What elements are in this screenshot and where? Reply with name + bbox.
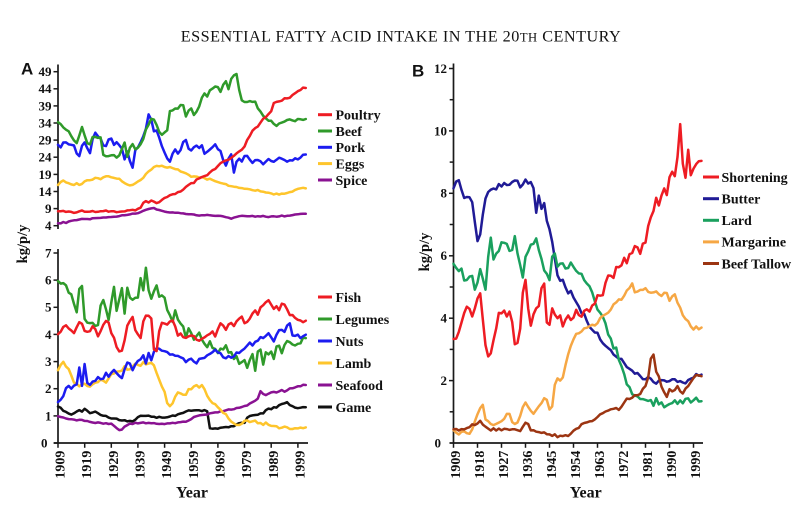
svg-text:Eggs: Eggs — [336, 157, 365, 172]
svg-text:1919: 1919 — [80, 451, 95, 479]
svg-text:8: 8 — [441, 186, 448, 201]
svg-text:1989: 1989 — [267, 451, 282, 479]
svg-text:1909: 1909 — [449, 451, 464, 479]
svg-text:1979: 1979 — [240, 451, 255, 479]
svg-text:10: 10 — [434, 123, 447, 138]
svg-text:1: 1 — [45, 408, 52, 423]
svg-text:9: 9 — [45, 201, 52, 216]
svg-text:1999: 1999 — [689, 451, 704, 479]
svg-text:Lamb: Lamb — [336, 357, 372, 372]
svg-text:Spice: Spice — [336, 174, 368, 189]
svg-text:kg/p/y: kg/p/y — [15, 224, 31, 263]
svg-text:1927: 1927 — [497, 451, 512, 479]
svg-text:kg/p/y: kg/p/y — [417, 232, 433, 271]
svg-text:ESSENTIAL FATTY ACID INTAKE IN: ESSENTIAL FATTY ACID INTAKE IN THE 20TH … — [181, 27, 622, 45]
svg-text:1969: 1969 — [214, 451, 229, 479]
svg-text:6: 6 — [441, 248, 448, 263]
svg-text:2: 2 — [45, 381, 52, 396]
svg-text:4: 4 — [45, 218, 52, 233]
svg-text:1949: 1949 — [160, 451, 175, 479]
svg-text:4: 4 — [45, 327, 52, 342]
svg-text:6: 6 — [45, 273, 52, 288]
svg-text:Beef: Beef — [336, 125, 363, 140]
svg-text:1939: 1939 — [134, 451, 149, 479]
svg-text:1936: 1936 — [521, 451, 536, 479]
svg-text:39: 39 — [39, 98, 53, 113]
svg-text:Year: Year — [570, 485, 602, 502]
svg-text:1909: 1909 — [54, 451, 69, 479]
svg-text:19: 19 — [39, 167, 53, 182]
svg-text:29: 29 — [39, 133, 53, 148]
svg-text:44: 44 — [39, 81, 53, 96]
svg-text:34: 34 — [39, 115, 53, 130]
svg-text:0: 0 — [435, 435, 442, 450]
svg-text:1963: 1963 — [593, 451, 608, 479]
svg-text:1954: 1954 — [569, 451, 584, 479]
svg-text:Fish: Fish — [336, 291, 362, 306]
svg-text:Poultry: Poultry — [336, 109, 381, 124]
svg-text:Legumes: Legumes — [336, 313, 390, 328]
svg-text:3: 3 — [45, 354, 52, 369]
svg-text:Butter: Butter — [722, 193, 761, 208]
svg-text:Seafood: Seafood — [336, 379, 384, 394]
svg-text:Lard: Lard — [722, 214, 753, 229]
svg-text:1999: 1999 — [294, 451, 309, 479]
svg-text:Game: Game — [336, 401, 372, 416]
svg-text:49: 49 — [39, 64, 53, 79]
svg-text:0: 0 — [41, 435, 48, 450]
svg-text:4: 4 — [441, 311, 448, 326]
svg-text:1945: 1945 — [545, 451, 560, 479]
svg-text:1959: 1959 — [187, 451, 202, 479]
svg-text:1929: 1929 — [107, 451, 122, 479]
svg-text:1990: 1990 — [665, 451, 680, 479]
svg-text:Year: Year — [176, 485, 208, 502]
svg-text:Beef Tallow: Beef Tallow — [722, 257, 793, 272]
svg-text:5: 5 — [45, 300, 52, 315]
svg-text:14: 14 — [39, 184, 53, 199]
svg-text:24: 24 — [39, 150, 53, 165]
svg-text:2: 2 — [441, 373, 448, 388]
svg-text:Margarine: Margarine — [722, 236, 787, 251]
svg-text:7: 7 — [45, 245, 52, 260]
svg-text:1972: 1972 — [617, 451, 632, 479]
svg-text:12: 12 — [434, 61, 447, 76]
svg-text:B: B — [412, 62, 424, 81]
svg-text:1918: 1918 — [473, 451, 488, 479]
svg-text:1981: 1981 — [641, 451, 656, 479]
svg-text:A: A — [21, 60, 33, 79]
svg-text:Pork: Pork — [336, 141, 366, 156]
svg-text:Shortening: Shortening — [722, 171, 788, 186]
svg-text:Nuts: Nuts — [336, 335, 365, 350]
